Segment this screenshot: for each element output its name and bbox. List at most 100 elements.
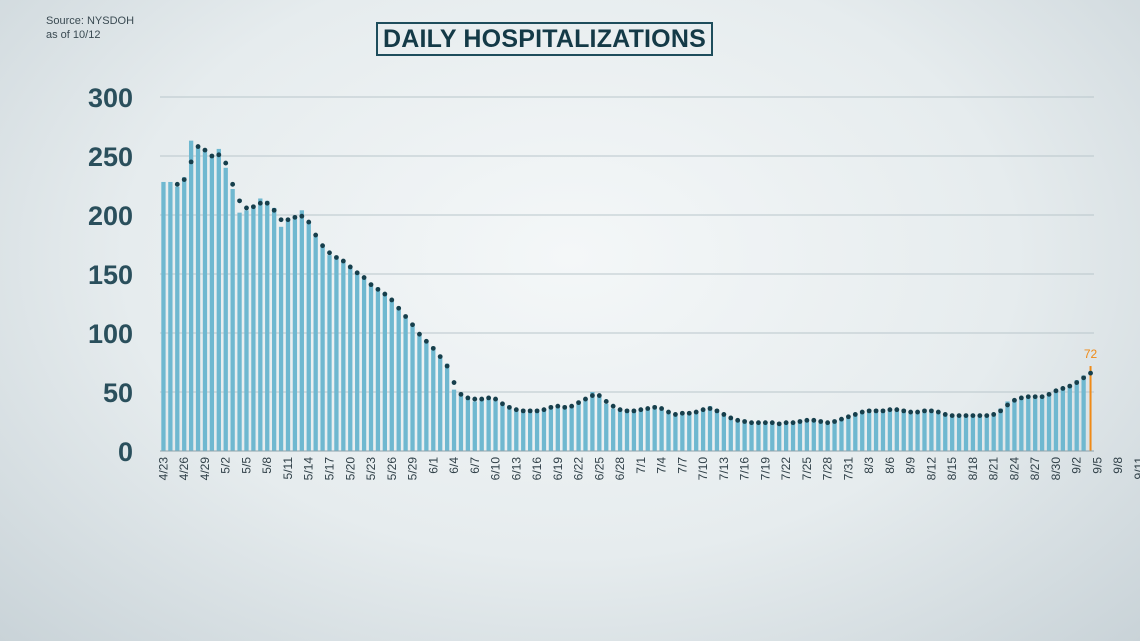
bar (777, 425, 782, 451)
bar (887, 408, 893, 451)
bar (292, 217, 298, 451)
x-tick-label: 7/22 (779, 457, 793, 481)
average-dot (1025, 394, 1031, 400)
x-tick-label: 5/17 (323, 457, 337, 481)
bar (1033, 396, 1038, 451)
average-dot (963, 413, 969, 418)
bar (998, 408, 1003, 451)
average-dot (527, 408, 533, 414)
source-line: Source: NYSDOH (46, 15, 135, 27)
average-dot (908, 409, 914, 415)
average-dot (506, 404, 512, 410)
bar (908, 413, 913, 451)
average-dot (845, 414, 851, 420)
bar (832, 420, 837, 451)
x-tick-label: 6/1 (426, 457, 440, 474)
average-dot (347, 264, 353, 270)
average-dot (638, 407, 644, 413)
bar (950, 415, 955, 451)
bar (202, 151, 208, 451)
x-tick-label: 7/31 (841, 457, 855, 481)
x-tick-label: 8/27 (1028, 457, 1042, 481)
average-dot (486, 395, 492, 401)
bar (666, 413, 671, 451)
average-dot (797, 419, 803, 424)
average-dot (513, 407, 519, 413)
bar (521, 410, 526, 451)
bar (894, 410, 899, 451)
bar (922, 410, 927, 451)
average-dot (583, 396, 588, 402)
bar (161, 181, 166, 451)
bar (534, 410, 540, 451)
bar (444, 363, 450, 451)
average-dot (1012, 397, 1017, 403)
bar-highlight (1089, 366, 1092, 451)
bar (929, 410, 934, 451)
average-dot (417, 331, 422, 337)
average-dot (1074, 380, 1080, 385)
average-dot (555, 403, 561, 409)
average-dot (292, 214, 298, 220)
bar (984, 415, 989, 451)
average-dot (866, 408, 872, 414)
x-tick-label: 8/21 (987, 457, 1001, 481)
x-tick-label: 5/5 (239, 457, 253, 474)
chart-title-box: DAILY HOSPITALIZATIONS (376, 22, 713, 56)
bar (514, 410, 519, 451)
average-dot (313, 232, 319, 238)
average-dot (984, 413, 990, 418)
bar (341, 259, 346, 451)
bar (970, 415, 976, 451)
bar (424, 342, 429, 451)
bar (1005, 401, 1010, 451)
x-tick-label: 8/3 (862, 457, 876, 474)
bar (348, 266, 353, 451)
bar (244, 210, 249, 451)
average-dot (991, 412, 997, 417)
average-dot (894, 407, 900, 413)
bar (652, 406, 657, 451)
bar (465, 399, 471, 451)
bar (313, 236, 318, 451)
average-dot (340, 258, 346, 264)
average-dot (520, 408, 526, 414)
average-dot (804, 417, 810, 423)
bar (680, 413, 685, 451)
bar (604, 403, 609, 451)
average-dot (956, 413, 962, 418)
bar (1012, 399, 1017, 451)
average-dot (1032, 394, 1038, 400)
bar (1026, 396, 1031, 451)
bar (1074, 380, 1079, 451)
bar (195, 146, 201, 451)
bar (188, 140, 194, 451)
bar (216, 148, 221, 452)
average-dot (271, 207, 277, 213)
average-dot (368, 282, 374, 288)
x-tick-label: 4/29 (198, 457, 212, 481)
x-tick-label: 8/9 (904, 457, 918, 474)
average-dot (645, 406, 651, 411)
average-dot (929, 408, 934, 414)
average-dot (209, 153, 215, 159)
y-tick-label: 0 (118, 437, 133, 467)
average-dot (382, 291, 388, 297)
average-dot (631, 408, 637, 414)
x-tick-label: 6/16 (530, 457, 544, 481)
average-dot (264, 200, 270, 206)
bar (659, 408, 664, 451)
average-dot (195, 144, 201, 149)
x-tick-label: 6/4 (447, 457, 461, 474)
bar (936, 413, 941, 451)
bar (583, 399, 588, 451)
bar (645, 408, 650, 451)
bar (451, 389, 457, 451)
chart-title: DAILY HOSPITALIZATIONS (383, 24, 706, 53)
average-dot (776, 421, 782, 427)
x-tick-label: 7/1 (634, 457, 648, 474)
average-dot (1005, 402, 1010, 408)
bar (597, 396, 602, 451)
average-dot (790, 420, 796, 426)
average-dot (673, 412, 678, 417)
